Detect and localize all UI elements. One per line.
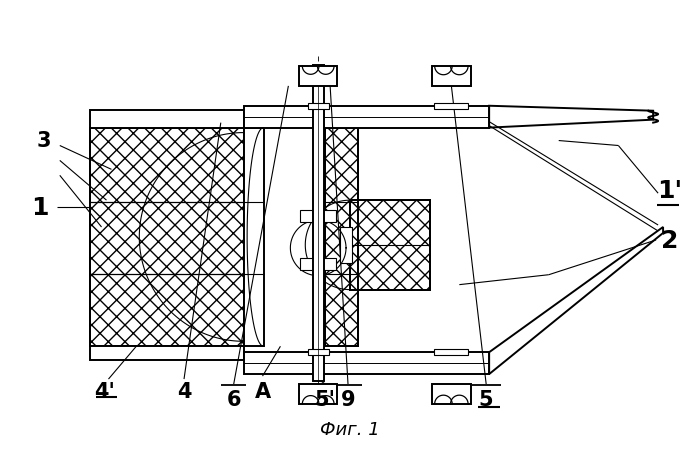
Text: Фиг. 1: Фиг. 1: [320, 420, 380, 438]
Bar: [300, 258, 336, 270]
Bar: [308, 349, 329, 355]
Bar: [244, 128, 263, 347]
Bar: [244, 106, 489, 128]
Text: 9: 9: [341, 389, 356, 409]
Bar: [340, 228, 352, 263]
Bar: [300, 67, 337, 86]
Bar: [313, 66, 324, 381]
Bar: [326, 128, 358, 347]
Bar: [90, 128, 244, 347]
Text: A: A: [255, 381, 271, 401]
Polygon shape: [489, 106, 653, 128]
Bar: [350, 201, 430, 290]
Bar: [350, 201, 430, 290]
Bar: [244, 353, 489, 374]
Text: 1': 1': [657, 179, 682, 203]
Bar: [90, 111, 244, 128]
Bar: [90, 128, 244, 347]
Text: 1: 1: [32, 196, 49, 220]
Bar: [431, 384, 471, 404]
Text: 4: 4: [177, 381, 191, 401]
Text: 5: 5: [479, 389, 493, 409]
Bar: [435, 104, 468, 110]
Bar: [431, 67, 471, 86]
Bar: [435, 349, 468, 355]
Text: 4': 4': [94, 381, 115, 401]
Text: 6: 6: [227, 389, 241, 409]
Bar: [308, 104, 329, 110]
Bar: [300, 384, 337, 404]
Text: 2: 2: [662, 228, 679, 253]
Polygon shape: [489, 228, 663, 374]
Bar: [326, 128, 358, 347]
Bar: [300, 210, 336, 222]
Text: 5': 5': [315, 389, 336, 409]
Text: 3: 3: [36, 130, 51, 150]
Bar: [90, 347, 244, 360]
